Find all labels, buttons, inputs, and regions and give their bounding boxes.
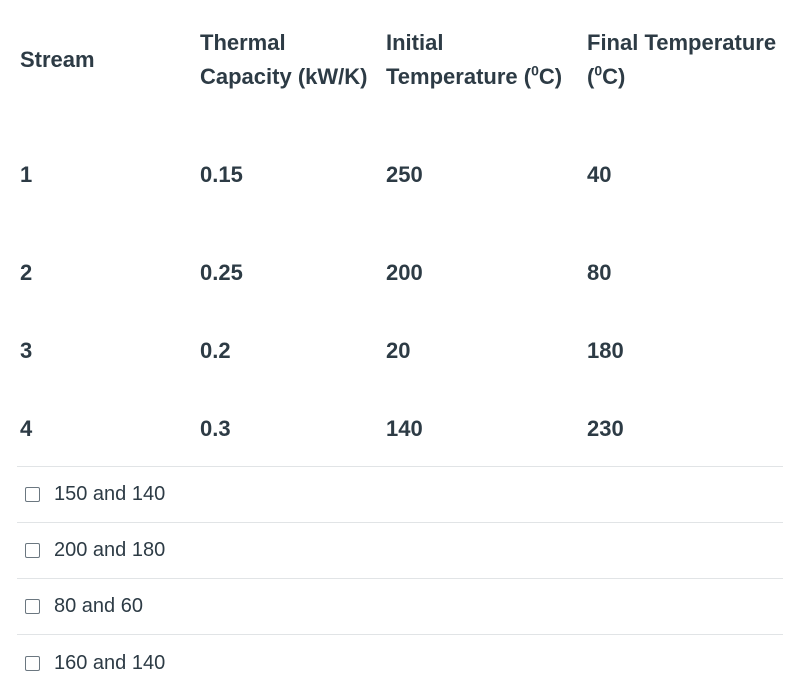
answer-option[interactable]: 150 and 140 xyxy=(17,467,783,523)
answer-label[interactable]: 150 and 140 xyxy=(54,483,166,505)
cell-final-temp: 230 xyxy=(587,416,624,441)
table-header-row: Stream Thermal Capacity (kW/K) Initial T… xyxy=(20,26,787,94)
cell-final-temp: 40 xyxy=(587,162,612,187)
answer-label[interactable]: 80 and 60 xyxy=(54,595,143,617)
cell-stream: 3 xyxy=(20,338,33,363)
table-row: 1 0.15 250 40 xyxy=(20,94,787,234)
cell-stream: 1 xyxy=(20,162,33,187)
checkbox[interactable] xyxy=(25,655,40,671)
checkbox[interactable] xyxy=(25,487,40,502)
cell-initial-temp: 20 xyxy=(386,338,411,363)
cell-stream: 2 xyxy=(20,260,33,285)
answer-option[interactable]: 160 and 140 xyxy=(17,635,783,691)
cell-initial-temp: 140 xyxy=(386,416,423,441)
stream-data-table: Stream Thermal Capacity (kW/K) Initial T… xyxy=(20,26,787,468)
cell-stream: 4 xyxy=(20,416,33,441)
answer-label[interactable]: 200 and 180 xyxy=(54,539,166,561)
header-thermal-capacity: Thermal Capacity (kW/K) xyxy=(200,30,368,89)
checkbox[interactable] xyxy=(25,599,40,614)
answer-option[interactable]: 80 and 60 xyxy=(17,579,783,635)
cell-capacity: 0.25 xyxy=(200,260,243,285)
cell-capacity: 0.2 xyxy=(200,338,231,363)
cell-capacity: 0.3 xyxy=(200,416,231,441)
table-row: 4 0.3 140 230 xyxy=(20,390,787,468)
answer-options: 150 and 140 200 and 180 80 and 60 160 an… xyxy=(17,466,783,691)
table-row: 2 0.25 200 80 xyxy=(20,234,787,312)
header-final-temperature: Final Temperature (0C) xyxy=(587,30,777,89)
cell-final-temp: 80 xyxy=(587,260,612,285)
cell-initial-temp: 200 xyxy=(386,260,423,285)
header-stream: Stream xyxy=(20,47,95,72)
table-row: 3 0.2 20 180 xyxy=(20,312,787,390)
header-initial-temperature: Initial Temperature (0C) xyxy=(386,30,563,89)
cell-final-temp: 180 xyxy=(587,338,624,363)
checkbox[interactable] xyxy=(25,543,40,558)
answer-option[interactable]: 200 and 180 xyxy=(17,523,783,579)
cell-initial-temp: 250 xyxy=(386,162,423,187)
cell-capacity: 0.15 xyxy=(200,162,243,187)
answer-label[interactable]: 160 and 140 xyxy=(54,651,166,674)
